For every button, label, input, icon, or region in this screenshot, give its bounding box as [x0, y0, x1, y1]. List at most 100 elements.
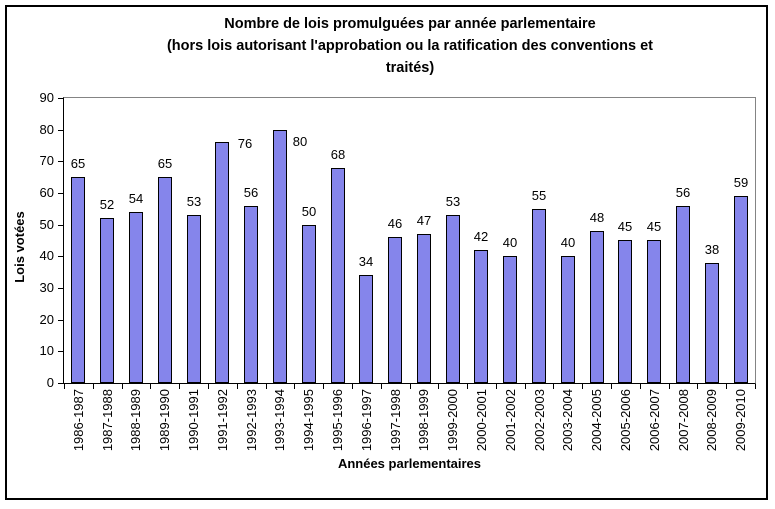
- x-axis-tick: [726, 384, 727, 389]
- bar-value-label: 47: [416, 213, 432, 228]
- bar-value-label: 42: [473, 229, 489, 244]
- x-axis-category-label: 2001-2002: [503, 389, 518, 452]
- x-axis-tick: [208, 384, 209, 389]
- x-axis-tick: [323, 384, 324, 389]
- x-axis-tick: [352, 384, 353, 389]
- x-axis-tick: [410, 384, 411, 389]
- y-axis-tick: [58, 98, 63, 99]
- bar: [129, 212, 143, 383]
- x-axis-tick: [266, 384, 267, 389]
- y-axis-tick-label: 60: [39, 185, 54, 200]
- y-axis-tick-label: 10: [39, 343, 54, 358]
- bar: [273, 130, 287, 383]
- x-axis-title: Années parlementaires: [337, 456, 482, 471]
- bar: [561, 256, 575, 383]
- x-axis-tick: [496, 384, 497, 389]
- x-axis-category-label: 1993-1994: [272, 389, 287, 452]
- bar-value-label: 38: [704, 242, 720, 257]
- x-axis-category-label: 2000-2001: [474, 389, 489, 452]
- x-axis-tick: [179, 384, 180, 389]
- x-axis-category-label: 1995-1996: [330, 389, 345, 452]
- x-axis-category-label: 1988-1989: [128, 389, 143, 452]
- bar-value-label: 34: [358, 254, 374, 269]
- bar-value-label: 48: [589, 210, 605, 225]
- bar: [647, 240, 661, 383]
- bar-value-label: 52: [99, 197, 115, 212]
- chart-title-line-2: (hors lois autorisant l'approbation ou l…: [166, 38, 654, 54]
- x-axis-category-label: 1997-1998: [388, 389, 403, 452]
- x-axis-category-label: 2002-2003: [532, 389, 547, 452]
- bar-value-label: 50: [301, 204, 317, 219]
- bar: [71, 177, 85, 383]
- bar-value-label: 53: [445, 194, 461, 209]
- x-axis-tick: [553, 384, 554, 389]
- x-axis-category-label: 1990-1991: [186, 389, 201, 452]
- bar-value-label: 65: [157, 156, 173, 171]
- x-axis-tick: [525, 384, 526, 389]
- y-axis-tick: [58, 161, 63, 162]
- chart-title-line-3: traités): [385, 60, 435, 76]
- x-axis-tick: [122, 384, 123, 389]
- bar-value-label: 56: [243, 185, 259, 200]
- bar-value-label: 40: [560, 235, 576, 250]
- bar: [388, 237, 402, 383]
- x-axis-category-label: 2006-2007: [647, 389, 662, 452]
- x-axis-tick: [64, 384, 65, 389]
- bar-value-label: 45: [646, 219, 662, 234]
- x-axis-tick: [93, 384, 94, 389]
- x-axis-tick: [582, 384, 583, 389]
- y-axis-tick-label: 0: [46, 375, 54, 390]
- x-axis-category-label: 2007-2008: [676, 389, 691, 452]
- bar: [417, 234, 431, 383]
- y-axis-tick: [58, 256, 63, 257]
- x-axis-category-label: 2003-2004: [560, 389, 575, 452]
- bar: [618, 240, 632, 383]
- x-axis-tick: [640, 384, 641, 389]
- bar: [532, 209, 546, 383]
- y-axis-tick-label: 20: [39, 312, 54, 327]
- y-axis-tick-label: 90: [39, 90, 54, 105]
- bar: [331, 168, 345, 383]
- x-axis-tick: [669, 384, 670, 389]
- x-axis-category-label: 2005-2006: [618, 389, 633, 452]
- bar: [158, 177, 172, 383]
- bar: [705, 263, 719, 383]
- x-axis-category-label: 1992-1993: [244, 389, 259, 452]
- x-axis-category-label: 1999-2000: [445, 389, 460, 452]
- y-axis-tick-label: 40: [39, 248, 54, 263]
- x-axis-tick: [381, 384, 382, 389]
- plot-area: [63, 97, 756, 384]
- y-axis-tick: [58, 288, 63, 289]
- bar: [503, 256, 517, 383]
- bar: [676, 206, 690, 383]
- y-axis-tick-label: 30: [39, 280, 54, 295]
- bar-value-label: 45: [617, 219, 633, 234]
- bar-value-label: 54: [128, 191, 144, 206]
- y-axis-tick: [58, 383, 63, 384]
- x-axis-category-label: 1996-1997: [359, 389, 374, 452]
- bar-value-label: 65: [70, 156, 86, 171]
- bar: [215, 142, 229, 383]
- bar: [100, 218, 114, 383]
- bar-value-label: 68: [330, 147, 346, 162]
- x-axis-tick: [294, 384, 295, 389]
- y-axis-tick: [58, 225, 63, 226]
- x-axis-tick: [150, 384, 151, 389]
- x-axis-category-label: 1991-1992: [215, 389, 230, 452]
- x-axis-tick: [438, 384, 439, 389]
- x-axis-tick: [697, 384, 698, 389]
- bar: [244, 206, 258, 383]
- bar-value-label: 53: [186, 194, 202, 209]
- bar-value-label: 40: [502, 235, 518, 250]
- bar: [590, 231, 604, 383]
- chart-title-line-1: Nombre de lois promulguées par année par…: [224, 16, 596, 32]
- bar: [446, 215, 460, 383]
- bar: [474, 250, 488, 383]
- bar-value-label: 55: [531, 188, 547, 203]
- bar-value-label: 56: [675, 185, 691, 200]
- y-axis-tick-label: 50: [39, 217, 54, 232]
- x-axis-tick: [237, 384, 238, 389]
- y-axis-title: Lois votées: [12, 211, 27, 283]
- x-axis-category-label: 1987-1988: [100, 389, 115, 452]
- y-axis-tick-label: 70: [39, 153, 54, 168]
